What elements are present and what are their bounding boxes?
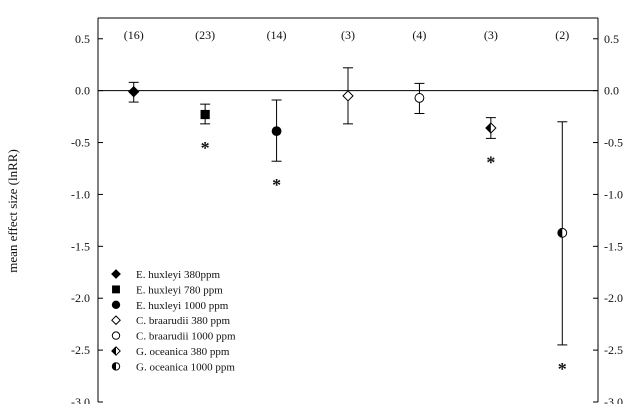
legend-entry-7: G. oceanica 1000 ppm bbox=[111, 361, 235, 373]
marker-diamond-open bbox=[111, 315, 121, 326]
marker-circle-filled bbox=[271, 126, 282, 137]
y-tick-label-left: -1.0 bbox=[71, 187, 90, 201]
y-tick-label-left: -3.0 bbox=[71, 395, 90, 404]
significance-star: * bbox=[558, 359, 567, 379]
sample-size-label: (16) bbox=[124, 28, 144, 42]
data-point-5: (4) bbox=[412, 28, 426, 114]
data-point-4: (3) bbox=[341, 28, 355, 125]
sample-size-label: (3) bbox=[341, 28, 355, 42]
marker-circle-filled bbox=[111, 300, 121, 309]
y-tick-label-left: -2.0 bbox=[71, 291, 90, 305]
y-tick-label-right: -1.5 bbox=[604, 239, 623, 253]
y-tick-label-left: -1.5 bbox=[71, 239, 90, 253]
y-tick-label-right: -0.5 bbox=[604, 136, 623, 150]
legend-entry-6: G. oceanica 380 ppm bbox=[111, 346, 230, 358]
y-tick-label-right: -3.0 bbox=[604, 395, 623, 404]
y-tick-label-left: -2.5 bbox=[71, 343, 90, 357]
sample-size-label: (3) bbox=[484, 28, 498, 42]
sample-size-label: (4) bbox=[412, 28, 426, 42]
marker-diamond-filled bbox=[111, 269, 121, 279]
marker-circle-half-fill bbox=[557, 228, 563, 238]
legend-entry-2: E. huxleyi 780 ppm bbox=[112, 284, 223, 296]
y-axis-title: mean effect size (lnRR) bbox=[5, 149, 20, 273]
significance-star: * bbox=[201, 138, 210, 158]
legend-label: G. oceanica 1000 ppm bbox=[136, 361, 235, 373]
y-tick-label-right: 0.5 bbox=[604, 32, 619, 46]
data-point-7: (2) * bbox=[555, 28, 569, 379]
y-tick-label-left: 0.0 bbox=[75, 84, 90, 98]
y-tick-label-right: -1.0 bbox=[604, 187, 623, 201]
marker-square-filled bbox=[112, 285, 120, 294]
sample-size-label: (14) bbox=[267, 28, 287, 42]
y-tick-label-left: -0.5 bbox=[71, 136, 90, 150]
legend-label: E. huxleyi 780 ppm bbox=[136, 284, 223, 296]
sample-size-label: (2) bbox=[555, 28, 569, 42]
legend-entry-5: C. braarudii 1000 ppm bbox=[111, 331, 236, 343]
legend-label: G. oceanica 380 ppm bbox=[136, 346, 230, 358]
data-point-1: (16) bbox=[124, 28, 144, 103]
marker-diamond-filled bbox=[128, 85, 140, 98]
marker-diamond-half-fill bbox=[485, 123, 491, 134]
legend-entry-3: E. huxleyi 1000 ppm bbox=[111, 300, 229, 312]
data-point-3: (14) * bbox=[267, 28, 287, 195]
marker-circle-open bbox=[414, 93, 425, 103]
y-tick-label-right: 0.0 bbox=[604, 84, 619, 98]
y-tick-label-left: 0.5 bbox=[75, 32, 90, 46]
legend-label: E. huxleyi 380ppm bbox=[136, 269, 220, 281]
legend-entry-1: E. huxleyi 380ppm bbox=[111, 269, 220, 281]
data-point-2: (23) * bbox=[195, 28, 215, 158]
marker-square-filled bbox=[200, 109, 210, 120]
sample-size-label: (23) bbox=[195, 28, 215, 42]
significance-star: * bbox=[272, 175, 281, 195]
data-point-6: (3) * bbox=[484, 28, 498, 172]
legend-label: E. huxleyi 1000 ppm bbox=[136, 300, 229, 312]
y-tick-label-right: -2.5 bbox=[604, 343, 623, 357]
legend-entry-4: C. braarudii 380 ppm bbox=[111, 315, 231, 327]
y-tick-label-right: -2.0 bbox=[604, 291, 623, 305]
legend-label: C. braarudii 1000 ppm bbox=[136, 331, 236, 343]
marker-circle-half-fill bbox=[112, 362, 116, 371]
marker-diamond-half-fill bbox=[111, 346, 116, 356]
legend-label: C. braarudii 380 ppm bbox=[136, 315, 231, 327]
marker-circle-open bbox=[111, 331, 121, 340]
marker-diamond-open bbox=[342, 90, 354, 102]
significance-star: * bbox=[486, 152, 495, 172]
